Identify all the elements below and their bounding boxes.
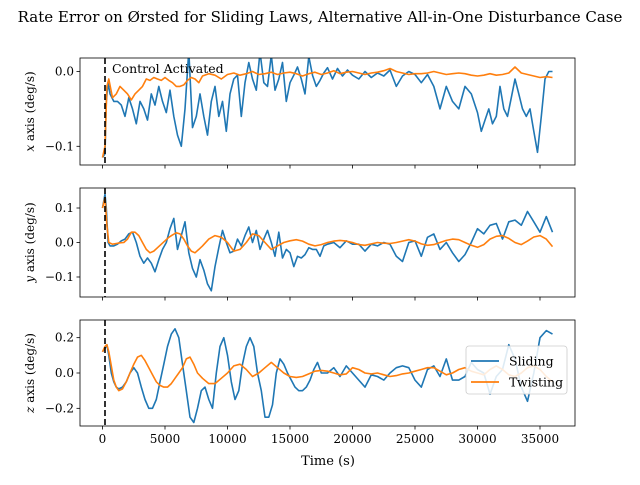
y-tick-label: −0.1 [45,139,74,153]
y-tick-label: 0.0 [55,366,74,380]
control-activated-label: Control Activated [112,61,224,76]
series-group [101,58,553,158]
legend-label-sliding: Sliding [509,354,554,369]
y-axis-label-rest: axis (deg/s) [23,202,37,276]
series-group [101,327,554,424]
series-group [101,193,554,292]
legend-label-twisting: Twisting [509,375,563,390]
plot-area [80,58,575,165]
series-line-twisting [101,196,554,254]
y-tick-label: −0.1 [45,270,74,284]
x-tick-label: 25000 [396,432,434,446]
legend: Sliding Twisting [465,345,568,395]
y-tick-label: 0.0 [55,236,74,250]
panel-x: 0.0 −0.1 x axis (deg/s) Control Activated [23,57,576,169]
y-tick-label: 0.1 [55,201,74,215]
y-axis-label-var: x [23,145,37,152]
series-line-sliding [101,193,554,292]
y-axis-label-rest: axis (deg/s) [23,71,37,145]
series-line-sliding [101,58,553,158]
panels: 0.0−0.1x axis (deg/s)Control Activated0.… [23,57,576,446]
x-tick-label: 10000 [208,432,246,446]
y-axis-label-var: z [23,406,37,414]
y-tick-label: 0.0 [55,64,74,78]
panel-y: 0.1 0.0 −0.1 y axis (deg/s) [23,187,576,301]
y-axis-label: y axis (deg/s) [23,202,37,283]
y-tick-label: −0.2 [45,401,74,415]
panel-z: 0.2 0.0 −0.2 0 5000 10000 15000 20000 25000 30000… [23,319,576,446]
y-tick-label: 0.2 [55,331,74,345]
x-tick-label: 5000 [150,432,181,446]
y-axis-label-var: y [23,276,37,284]
y-axis-label: x axis (deg/s) [23,71,37,151]
x-tick-label: 20000 [333,432,371,446]
x-tick-label: 35000 [521,432,559,446]
x-tick-label: 15000 [271,432,309,446]
series-line-twisting [101,66,553,158]
x-tick-label: 0 [99,432,107,446]
chart-title: Rate Error on Ørsted for Sliding Laws, A… [18,8,623,26]
x-axis-label: Time (s) [301,454,355,469]
y-axis-label-rest: axis (deg/s) [23,333,37,407]
series-line-twisting [101,343,554,392]
axes-frame [79,57,576,166]
y-axis-label: z axis (deg/s) [23,333,37,414]
x-tick-label: 30000 [458,432,496,446]
